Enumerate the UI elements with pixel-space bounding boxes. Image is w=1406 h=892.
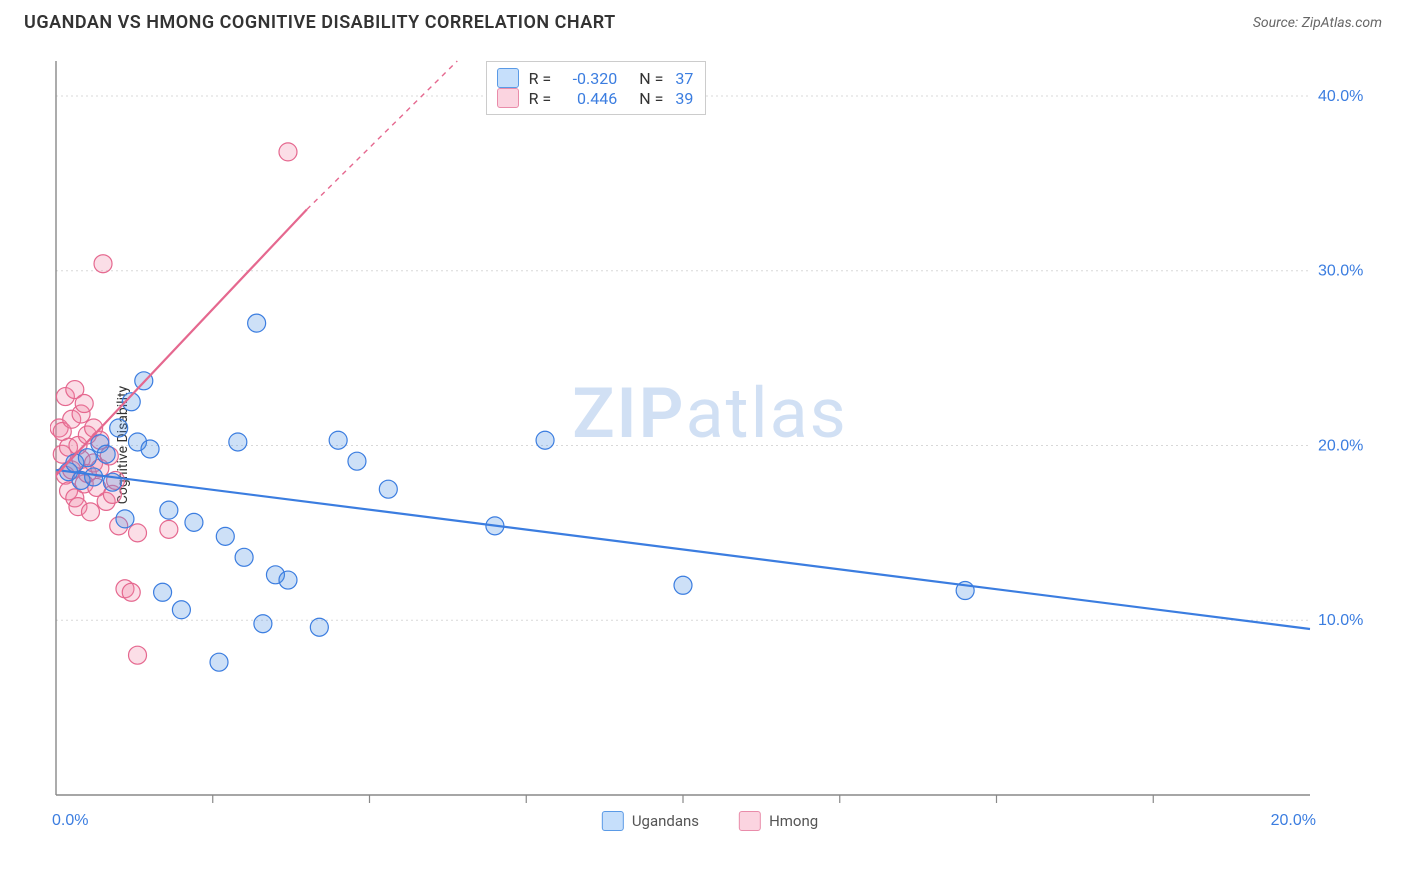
data-point	[216, 527, 234, 545]
data-point	[674, 576, 692, 594]
data-point	[94, 255, 112, 273]
data-point	[210, 653, 228, 671]
legend-item: Hmong	[739, 811, 818, 831]
data-point	[185, 513, 203, 531]
data-point	[310, 618, 328, 636]
y-tick-label: 10.0%	[1318, 612, 1363, 629]
stats-box: R = -0.320 N = 37 R = 0.446 N = 39	[486, 61, 707, 115]
data-point	[160, 501, 178, 519]
data-point	[172, 601, 190, 619]
legend-label: Hmong	[769, 812, 818, 830]
legend-label: Ugandans	[632, 812, 699, 830]
chart-area: Cognitive Disability ZIPatlas 10.0%20.0%…	[50, 55, 1370, 835]
stats-row: R = 0.446 N = 39	[497, 88, 696, 108]
stat-n-label: N =	[639, 69, 663, 88]
trend-line-extrapolated	[307, 61, 457, 210]
data-point	[85, 468, 103, 486]
data-point	[329, 431, 347, 449]
data-point	[160, 520, 178, 538]
y-tick-label: 20.0%	[1318, 437, 1363, 454]
data-point	[78, 449, 96, 467]
x-tick-label: 20.0%	[1271, 812, 1316, 829]
source-attribution: Source: ZipAtlas.com	[1253, 15, 1382, 31]
x-tick-label: 0.0%	[52, 812, 88, 829]
data-point	[279, 571, 297, 589]
data-point	[536, 431, 554, 449]
stat-r-value: 0.446	[561, 89, 619, 108]
stat-n-value: 37	[673, 69, 695, 88]
data-point	[154, 583, 172, 601]
y-tick-label: 40.0%	[1318, 88, 1363, 105]
data-point	[110, 419, 128, 437]
stat-n-value: 39	[673, 89, 695, 108]
data-point	[129, 524, 147, 542]
data-point	[254, 615, 272, 633]
data-point	[379, 480, 397, 498]
data-point	[248, 314, 266, 332]
chart-title: UGANDAN VS HMONG COGNITIVE DISABILITY CO…	[24, 12, 616, 33]
legend-item: Ugandans	[602, 811, 699, 831]
stat-r-value: -0.320	[561, 69, 619, 88]
data-point	[75, 395, 93, 413]
data-point	[81, 503, 99, 521]
data-point	[141, 440, 159, 458]
stat-r-label: R =	[529, 89, 552, 108]
legend-swatch	[497, 88, 519, 108]
data-point	[97, 445, 115, 463]
scatter-plot: 10.0% 20.0% 30.0% 40.0% 0.0% 20.0%	[50, 55, 1370, 835]
trend-line	[56, 210, 307, 476]
stat-n-label: N =	[639, 89, 663, 108]
data-point	[129, 646, 147, 664]
stats-row: R = -0.320 N = 37	[497, 68, 696, 88]
legend-swatch	[497, 68, 519, 88]
bottom-legend: Ugandans Hmong	[602, 811, 818, 831]
y-tick-label: 30.0%	[1318, 263, 1363, 280]
data-point	[122, 583, 140, 601]
data-point	[229, 433, 247, 451]
data-point	[279, 143, 297, 161]
data-point	[235, 548, 253, 566]
data-point	[348, 452, 366, 470]
stat-r-label: R =	[529, 69, 552, 88]
legend-swatch	[602, 811, 624, 831]
data-point	[116, 510, 134, 528]
legend-swatch	[739, 811, 761, 831]
